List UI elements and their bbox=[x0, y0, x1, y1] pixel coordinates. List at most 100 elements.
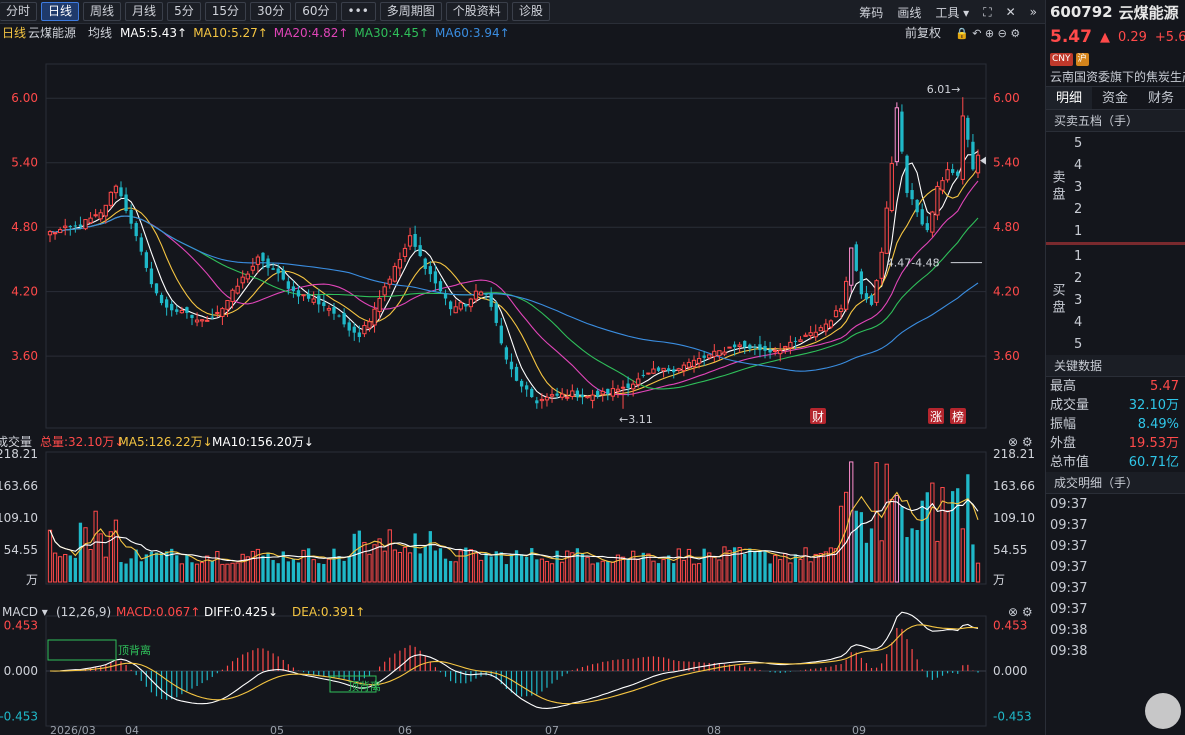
tab-detail[interactable]: 明细 bbox=[1046, 87, 1093, 109]
candle bbox=[68, 225, 72, 228]
volume-bar bbox=[975, 562, 981, 583]
candle bbox=[190, 314, 194, 318]
volume-bar bbox=[250, 550, 255, 583]
volume-bar bbox=[484, 552, 488, 582]
period-60min[interactable]: 60分 bbox=[295, 2, 337, 21]
tab-finance[interactable]: 财务 bbox=[1148, 91, 1175, 106]
buy-book: 买盘 1 2 3 4 5 bbox=[1046, 245, 1185, 355]
volume-bar bbox=[205, 555, 210, 583]
candle bbox=[854, 244, 858, 271]
trade-time: 09:37 bbox=[1050, 539, 1088, 554]
adjust-label: 前复权 bbox=[905, 25, 941, 40]
stock-code: 600792 bbox=[1050, 3, 1113, 21]
candle bbox=[788, 341, 793, 349]
candle bbox=[276, 268, 280, 274]
volume-bar bbox=[626, 558, 630, 582]
kline-chart[interactable]: 3.60 3.60 4.20 4.20 4.80 4.80 5.40 5.40 6.00 6.00… bbox=[0, 24, 1045, 735]
volume-bar bbox=[215, 551, 220, 583]
period-intraday[interactable]: 分时 bbox=[0, 2, 38, 21]
date-tick: 05 bbox=[270, 724, 284, 735]
candle bbox=[57, 229, 63, 234]
volume-bar bbox=[818, 552, 823, 583]
volume-bar bbox=[276, 563, 280, 582]
currency-badge: CNY bbox=[1050, 52, 1073, 66]
volume-bar bbox=[722, 546, 727, 583]
volume-bar bbox=[575, 548, 580, 582]
more-periods-button[interactable]: ••• bbox=[340, 2, 376, 21]
volume-bar bbox=[854, 510, 858, 582]
volume-bar bbox=[317, 563, 321, 582]
candle bbox=[337, 315, 341, 317]
volume-bar bbox=[423, 545, 427, 582]
tab-funds[interactable]: 资金 bbox=[1102, 91, 1129, 106]
volume-bar bbox=[945, 510, 950, 583]
candle bbox=[838, 308, 844, 312]
collapse-icon[interactable]: ✕ bbox=[1005, 5, 1016, 19]
date-tick: 2026/03 bbox=[50, 724, 96, 735]
candle bbox=[615, 388, 621, 392]
candle bbox=[387, 278, 392, 285]
chip-button[interactable]: 筹码 bbox=[859, 5, 884, 20]
candle bbox=[47, 231, 53, 236]
trade-time: 09:37 bbox=[1050, 560, 1088, 575]
volume-bar bbox=[73, 557, 78, 582]
badge-row: CNY 沪 bbox=[1046, 50, 1185, 68]
diagnose-button[interactable]: 诊股 bbox=[511, 2, 550, 21]
volume-bar bbox=[844, 491, 849, 583]
volume-bar bbox=[696, 563, 702, 583]
tools-button[interactable]: 工具 ▾ bbox=[935, 5, 970, 20]
legend-mode: 均线 bbox=[88, 26, 112, 40]
candle bbox=[610, 388, 616, 397]
divergence-label-2: 顶背离 bbox=[348, 679, 381, 693]
draw-line-button[interactable]: 画线 bbox=[897, 5, 922, 20]
price-tick-right: 6.00 bbox=[993, 91, 1020, 105]
period-weekly[interactable]: 周线 bbox=[83, 2, 122, 21]
candle bbox=[879, 251, 884, 279]
candle bbox=[900, 111, 904, 152]
candle bbox=[464, 304, 468, 307]
macd-legend-1: DIFF:0.425↓ bbox=[204, 605, 278, 619]
multi-period-button[interactable]: 多周期图 bbox=[379, 2, 442, 21]
volume-bar bbox=[702, 548, 706, 582]
expand-panel-icon[interactable]: » bbox=[1029, 5, 1037, 19]
candle bbox=[727, 346, 732, 349]
candle bbox=[514, 366, 519, 381]
date-tick: 06 bbox=[398, 724, 412, 735]
candle bbox=[113, 185, 119, 194]
price-tick-left: 4.20 bbox=[11, 285, 38, 299]
candle bbox=[935, 185, 940, 216]
dea-line bbox=[50, 624, 979, 705]
candle bbox=[322, 302, 326, 307]
volume-bar bbox=[382, 550, 387, 583]
stock-info-button[interactable]: 个股资料 bbox=[445, 2, 508, 21]
volume-bar bbox=[672, 563, 676, 582]
period-30min[interactable]: 30分 bbox=[249, 2, 292, 21]
volume-bar bbox=[266, 552, 270, 582]
volume-bar bbox=[915, 530, 919, 582]
period-15min[interactable]: 15分 bbox=[204, 2, 246, 21]
candle bbox=[199, 319, 205, 322]
candle bbox=[423, 258, 427, 269]
volume-bar bbox=[950, 491, 955, 582]
candle bbox=[473, 290, 479, 300]
candle bbox=[717, 350, 722, 357]
candle bbox=[407, 235, 413, 247]
volume-bar bbox=[610, 561, 616, 583]
fullscreen-icon[interactable]: ⛶ bbox=[983, 4, 992, 19]
candle bbox=[758, 344, 762, 351]
candle bbox=[357, 332, 361, 338]
sell-level: 2 bbox=[1074, 201, 1083, 217]
candle bbox=[565, 396, 570, 399]
price-tick-right: 5.40 bbox=[993, 156, 1020, 170]
macd-tick-right: 0.000 bbox=[993, 664, 1027, 678]
period-daily[interactable]: 日线 bbox=[41, 2, 80, 21]
volume-bar bbox=[433, 550, 438, 582]
stock-name: 云煤能源 bbox=[1118, 3, 1179, 22]
volume-bar bbox=[464, 547, 468, 582]
volume-bar bbox=[596, 562, 600, 582]
period-monthly[interactable]: 月线 bbox=[125, 2, 164, 21]
volume-bar bbox=[514, 550, 519, 582]
candle bbox=[956, 171, 960, 176]
candle bbox=[539, 398, 545, 402]
period-5min[interactable]: 5分 bbox=[167, 2, 201, 21]
